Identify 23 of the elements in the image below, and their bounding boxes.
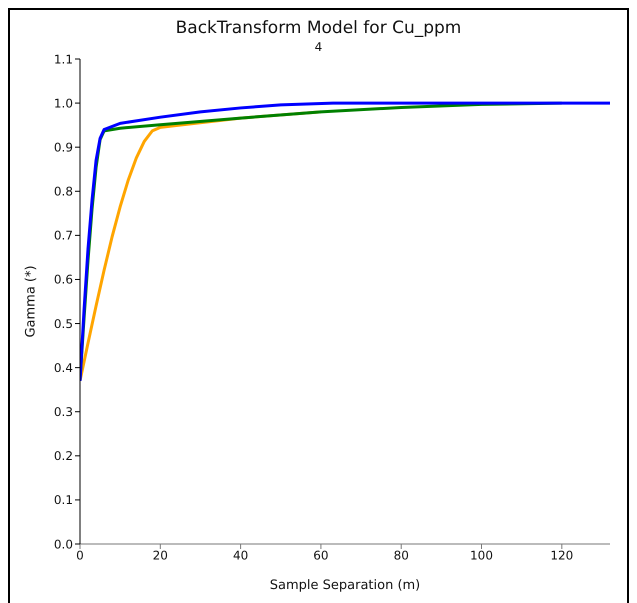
- y-tick-label: 0.6: [54, 272, 73, 287]
- chart-title: BackTransform Model for Cu_ppm: [174, 18, 462, 38]
- y-tick-label: 0.7: [54, 228, 73, 243]
- x-tick-label: 100: [470, 548, 493, 563]
- y-tick-label: 0.2: [54, 449, 73, 464]
- x-tick-label: 80: [394, 548, 409, 563]
- x-tick-label: 60: [313, 548, 329, 563]
- y-tick-label: 0.8: [54, 184, 73, 199]
- x-tick-label: 0: [76, 548, 84, 563]
- y-tick-label: 0.9: [54, 140, 73, 154]
- chart-subtitle: 4: [314, 40, 324, 54]
- x-axis-title: Sample Separation (m): [270, 578, 420, 593]
- x-tick-label: 120: [550, 548, 574, 563]
- y-tick-label: 0.4: [54, 360, 73, 375]
- y-tick-label: 0.1: [54, 493, 73, 508]
- y-tick-label: 0.3: [54, 404, 73, 419]
- y-tick-label: 0.0: [54, 537, 73, 552]
- y-tick-label: 1.0: [54, 96, 73, 110]
- y-tick-label: 0.5: [54, 316, 73, 331]
- y-tick-label: 1.1: [54, 52, 73, 66]
- x-tick-label: 40: [232, 548, 248, 563]
- x-tick-label: 20: [152, 548, 168, 563]
- y-axis-title: Gamma (*): [24, 265, 39, 338]
